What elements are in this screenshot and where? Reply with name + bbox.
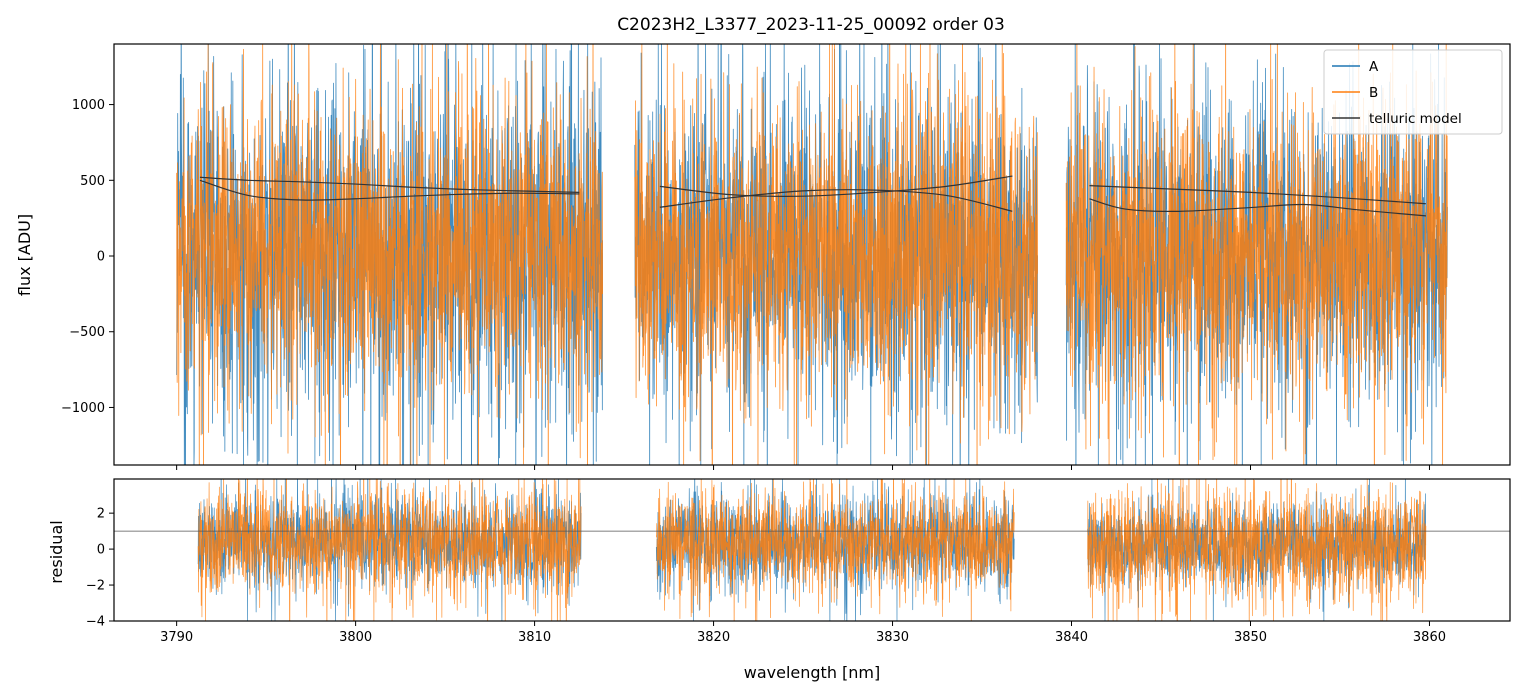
telluric-model-line	[659, 175, 1013, 197]
telluric-model-line	[659, 189, 1013, 212]
flux-panel: −1000 −500 0 500 1000 flux [ADU] A B telluri…	[15, 43, 1511, 470]
residual-x-ticks: 3790 3800 3810 3820 3830 3840 3850 3860	[160, 621, 1446, 645]
residual-y-axis-label: residual	[47, 520, 66, 583]
chart-title: C2023H2_L3377_2023-11-25_00092 order 03	[617, 15, 1005, 35]
residual-x-tick-label: 3810	[518, 630, 551, 645]
telluric-model-lines	[199, 175, 1426, 217]
series-b-flux-segment	[1065, 44, 1448, 465]
legend-label-a: A	[1369, 59, 1379, 75]
series-b-residual-segment	[197, 479, 582, 621]
flux-plot-area	[176, 44, 1448, 465]
flux-y-tick-label: 0	[97, 250, 105, 265]
flux-y-tick-label: −1000	[61, 401, 105, 416]
residual-y-tick-label: 2	[97, 507, 105, 522]
residual-axes-frame	[113, 478, 1511, 622]
series-b-flux	[176, 44, 1448, 465]
flux-axes-frame	[113, 43, 1511, 466]
residual-y-ticks: −4 −2 0 2	[86, 507, 114, 630]
series-b-residual-segment	[1087, 479, 1427, 621]
residual-x-tick-label: 3840	[1055, 630, 1088, 645]
telluric-model-line	[199, 176, 580, 194]
telluric-model-line	[1089, 185, 1426, 205]
residual-x-tick-label: 3830	[876, 630, 909, 645]
residual-y-tick-label: −2	[86, 579, 105, 594]
series-b-flux-segment	[176, 44, 603, 465]
x-axis-label: wavelength [nm]	[744, 663, 881, 682]
flux-y-tick-label: 1000	[72, 98, 105, 113]
residual-x-tick-label: 3800	[339, 630, 372, 645]
telluric-model-line	[1089, 198, 1426, 217]
residual-y-tick-label: 0	[97, 543, 105, 558]
telluric-model-line	[199, 179, 580, 201]
flux-x-ticks	[176, 465, 1430, 470]
residual-x-tick-label: 3820	[697, 630, 730, 645]
legend: A B telluric model	[1323, 49, 1503, 135]
legend-label-telluric-model: telluric model	[1369, 111, 1462, 127]
flux-y-axis-label: flux [ADU]	[15, 214, 34, 296]
residual-x-tick-label: 3860	[1413, 630, 1446, 645]
legend-label-b: B	[1369, 85, 1378, 101]
residual-plot-area	[114, 479, 1510, 621]
residual-x-tick-label: 3790	[160, 630, 193, 645]
legend-box	[1323, 49, 1503, 135]
residual-y-tick-label: −4	[86, 615, 105, 630]
flux-y-tick-label: 500	[80, 174, 105, 189]
residual-panel: −4−202 3790 3800 3810 3820 3830 3840 3850 3860 …	[47, 478, 1511, 682]
series-b-flux-segment	[634, 44, 1038, 465]
residual-x-tick-label: 3850	[1234, 630, 1267, 645]
series-b-residual	[197, 479, 1427, 621]
series-b-residual-segment	[655, 479, 1015, 621]
flux-y-tick-label: −500	[69, 325, 105, 340]
flux-y-ticks: −1000 −500 0 500 1000	[61, 98, 114, 416]
